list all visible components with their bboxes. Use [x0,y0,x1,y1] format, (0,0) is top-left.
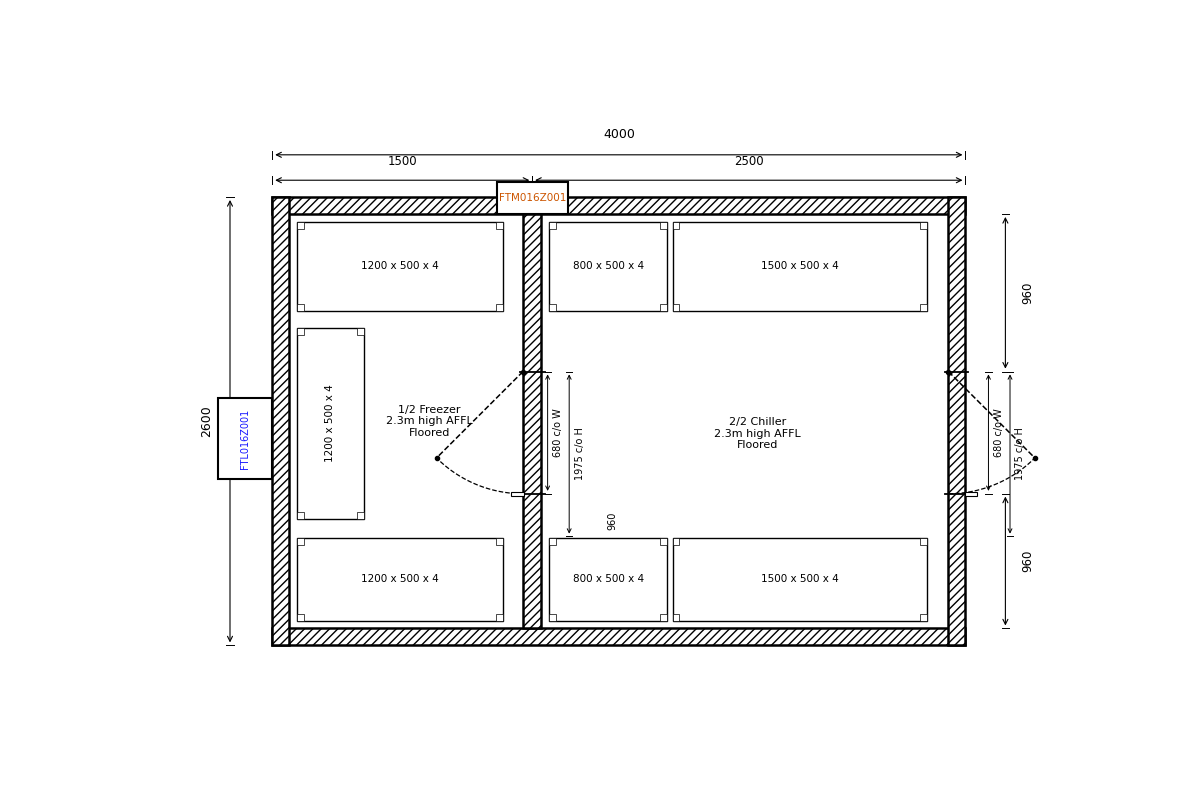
Bar [672,538,926,621]
Text: 1975 c/o H: 1975 c/o H [575,427,584,481]
Bar [550,304,556,311]
Text: 960: 960 [1021,282,1033,304]
Text: 800 x 500 x 4: 800 x 500 x 4 [572,574,643,584]
Text: 2600: 2600 [200,405,214,437]
Text: 1200 x 500 x 4: 1200 x 500 x 4 [361,574,439,584]
Text: 680 c/o W: 680 c/o W [994,408,1004,457]
Bar [356,512,364,518]
Text: 960: 960 [1021,550,1033,572]
Bar [523,214,541,628]
Text: 1/2 Freezer
2.3m high AFFL
Floored: 1/2 Freezer 2.3m high AFFL Floored [386,404,473,438]
Bar [672,222,679,228]
Bar [920,304,926,311]
Bar [550,538,667,621]
Text: 1500 x 500 x 4: 1500 x 500 x 4 [761,261,839,271]
Bar [272,197,965,214]
Bar [356,328,364,335]
Bar [296,538,304,544]
Text: 4000: 4000 [602,128,635,141]
Bar [660,222,667,228]
Bar [296,222,503,311]
Bar [660,304,667,311]
Bar [496,614,503,621]
Bar [497,181,568,214]
Bar [920,614,926,621]
Bar [296,222,304,228]
Bar [660,538,667,544]
Text: 2/2 Chiller
2.3m high AFFL
Floored: 2/2 Chiller 2.3m high AFFL Floored [714,417,800,451]
Text: 960: 960 [607,512,617,530]
Text: 1500 x 500 x 4: 1500 x 500 x 4 [761,574,839,584]
Bar [296,328,364,518]
Bar [296,328,304,335]
Bar [541,214,948,628]
Bar [672,304,679,311]
Text: FTL016Z001: FTL016Z001 [240,408,251,469]
Text: FTM016Z001: FTM016Z001 [498,193,566,203]
Bar [965,492,977,497]
Bar [496,304,503,311]
Text: 1200 x 500 x 4: 1200 x 500 x 4 [325,384,335,462]
Text: 1200 x 500 x 4: 1200 x 500 x 4 [361,261,439,271]
Bar [550,538,556,544]
Bar [296,538,503,621]
Text: 1500: 1500 [388,155,418,168]
Bar [660,614,667,621]
Bar [920,538,926,544]
Bar [289,214,523,628]
Bar [511,492,523,497]
Bar [550,222,556,228]
Bar [272,628,965,646]
Bar [550,222,667,311]
Bar [296,512,304,518]
Text: 1975 c/o H: 1975 c/o H [1015,427,1026,481]
Text: 2500: 2500 [734,155,763,168]
Text: 800 x 500 x 4: 800 x 500 x 4 [572,261,643,271]
Bar [496,222,503,228]
Bar [272,197,289,646]
Bar [550,614,556,621]
Bar [218,398,272,479]
Bar [920,222,926,228]
Bar [296,614,304,621]
Bar [296,304,304,311]
Bar [948,197,965,646]
Bar [672,538,679,544]
Bar [672,222,926,311]
Text: 680 c/o W: 680 c/o W [553,408,563,457]
Bar [672,614,679,621]
Bar [496,538,503,544]
